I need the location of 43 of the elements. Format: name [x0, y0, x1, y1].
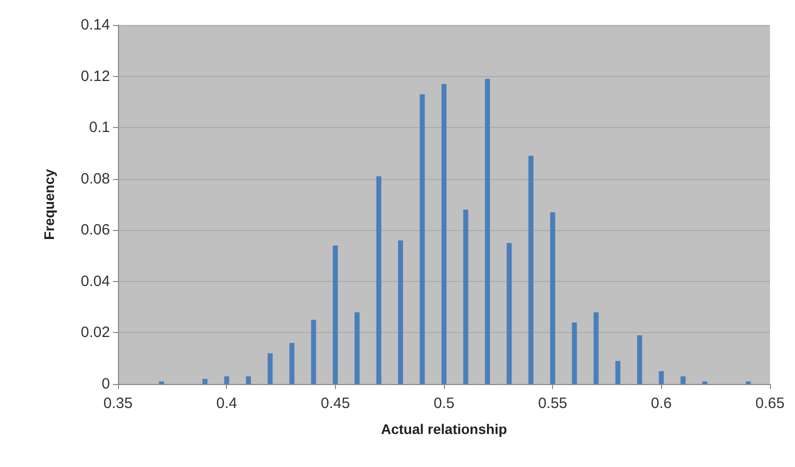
x-tick-label: 0.35 — [103, 395, 133, 412]
x-tick-label: 0.4 — [216, 395, 238, 412]
y-tick-label: 0.06 — [80, 222, 110, 239]
bar — [594, 312, 599, 384]
y-axis-title: Frequency — [41, 168, 57, 240]
x-tick-label: 0.6 — [650, 395, 672, 412]
y-tick-label: 0 — [102, 376, 110, 392]
y-tick-label: 0.14 — [80, 16, 110, 34]
bar — [615, 360, 620, 384]
bar — [746, 381, 751, 384]
bar — [442, 84, 446, 384]
bar — [484, 78, 490, 384]
bar — [680, 376, 686, 384]
bar — [268, 353, 273, 384]
y-tick-label: 0.08 — [80, 170, 110, 188]
bar — [202, 378, 208, 384]
bar — [224, 376, 230, 384]
bar — [398, 240, 404, 384]
bar — [376, 176, 382, 384]
y-tick-label: 0.12 — [80, 68, 110, 85]
bar — [354, 312, 360, 384]
bar — [702, 381, 708, 384]
x-tick-label: 0.45 — [320, 395, 350, 412]
x-tick-label: 0.55 — [538, 395, 568, 412]
bar — [550, 212, 556, 384]
bar — [420, 94, 425, 384]
bar — [572, 322, 577, 384]
y-tick-label: 0.02 — [80, 324, 110, 342]
x-tick-label: 0.5 — [434, 395, 454, 412]
bar — [658, 371, 664, 384]
bar — [311, 320, 316, 384]
bar — [506, 242, 512, 384]
bar — [158, 381, 164, 384]
bar — [528, 156, 534, 384]
bar — [246, 376, 251, 384]
y-tick-label: 0.04 — [80, 272, 110, 290]
bar — [637, 335, 642, 384]
bar — [289, 342, 294, 384]
y-tick-label: 0.1 — [89, 119, 110, 136]
x-tick-label: 0.65 — [755, 395, 785, 412]
bar — [463, 210, 468, 384]
bar — [332, 246, 338, 384]
x-axis-title: Actual relationship — [380, 421, 508, 437]
